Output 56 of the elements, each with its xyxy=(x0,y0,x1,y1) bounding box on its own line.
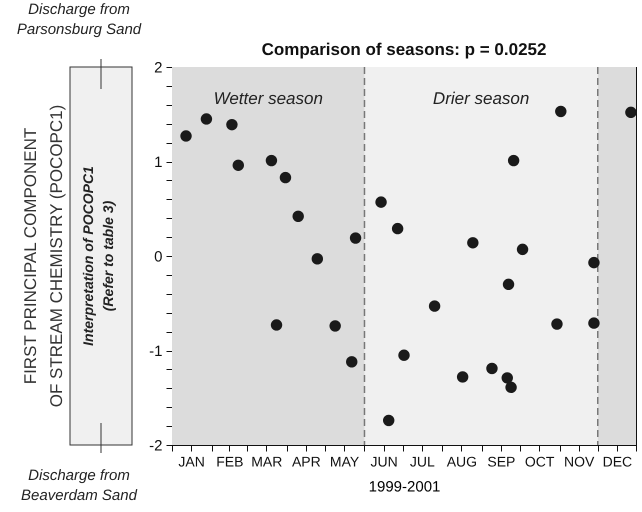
band-label: Drier season xyxy=(432,89,530,108)
x-tick-label: AUG xyxy=(446,454,478,470)
point xyxy=(502,278,514,290)
point xyxy=(270,319,282,331)
x-tick-label: OCT xyxy=(524,454,555,470)
text: (Refer to table 3) xyxy=(100,200,116,312)
point xyxy=(456,371,468,383)
x-tick-label: MAY xyxy=(330,454,360,470)
point xyxy=(467,237,479,248)
y-tick-label: 2 xyxy=(154,60,162,76)
point xyxy=(588,256,600,268)
point xyxy=(516,244,528,256)
point xyxy=(555,106,566,118)
x-tick-label: FEB xyxy=(216,454,244,470)
x-tick-label: JUN xyxy=(370,454,398,470)
point xyxy=(232,160,244,171)
x-tick-label: JUL xyxy=(410,454,436,470)
text: Discharge from Parsonsburg Sand xyxy=(16,1,142,38)
point xyxy=(375,196,387,208)
point xyxy=(383,414,394,426)
x-tick-label: SEP xyxy=(487,454,516,470)
x-tick-label: NOV xyxy=(564,454,595,470)
point xyxy=(588,317,600,329)
point xyxy=(292,210,304,222)
point xyxy=(398,350,410,361)
point xyxy=(508,154,520,166)
x-axis-title: 1999-2001 xyxy=(368,478,440,496)
point xyxy=(502,372,513,384)
point xyxy=(346,356,358,368)
point xyxy=(180,130,192,142)
x-tick-label: DEC xyxy=(602,454,632,470)
band-label: Wetter season xyxy=(214,89,323,108)
text: Interpretation of POCOPC1 xyxy=(80,166,96,346)
x-tick-label: JAN xyxy=(178,454,205,470)
x-tick-label: APR xyxy=(292,454,321,470)
point xyxy=(226,118,238,130)
point xyxy=(551,318,563,330)
text: FIRST PRINCIPAL COMPONENT OF STREAM CHEMISTRY (POCOPC1) xyxy=(21,104,66,408)
point xyxy=(428,300,440,312)
x-tick-label: MAR xyxy=(251,454,282,470)
point xyxy=(486,362,498,374)
chart-title: Comparison of seasons: p = 0.0252 xyxy=(262,40,546,59)
point xyxy=(350,232,362,244)
point xyxy=(505,382,517,394)
y-tick-label: 1 xyxy=(154,154,162,171)
y-tick-label: -1 xyxy=(149,343,162,360)
text: Discharge from Beaverdam Sand xyxy=(21,467,138,504)
y-tick-label: 0 xyxy=(154,248,162,266)
point xyxy=(625,106,637,118)
point xyxy=(280,172,292,184)
point xyxy=(200,113,212,125)
y-tick-label: -2 xyxy=(149,438,162,454)
point xyxy=(392,222,404,234)
point xyxy=(266,154,278,166)
point xyxy=(329,320,341,332)
point xyxy=(312,253,324,265)
